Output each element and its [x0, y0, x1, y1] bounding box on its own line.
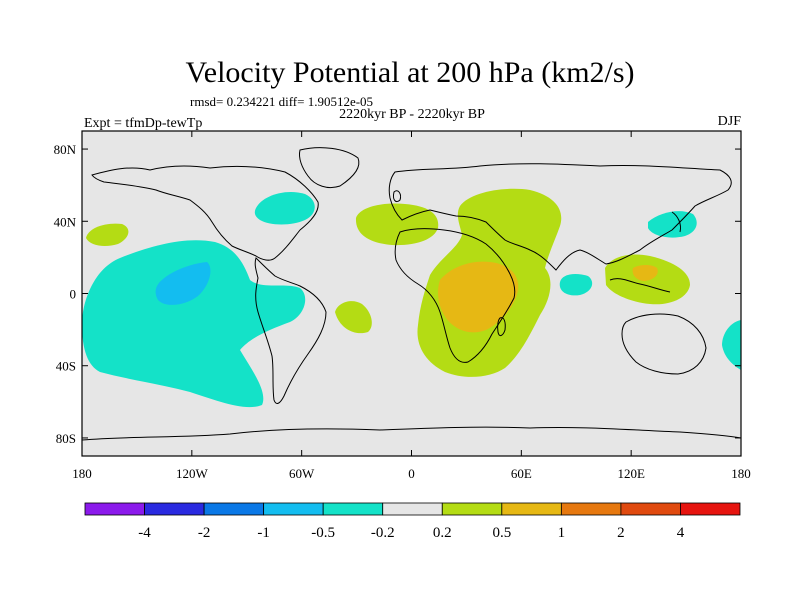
- x-tick-label: 180: [72, 466, 92, 481]
- region-africa-core: [438, 261, 519, 333]
- x-tick-label: 120E: [617, 466, 645, 481]
- colorbar-label: -1: [257, 525, 270, 541]
- region-north-america: [254, 191, 315, 225]
- center-label: 2220kyr BP - 2220kyr BP: [339, 107, 485, 122]
- colorbar-swatch-2: [203, 502, 265, 516]
- chart-title: Velocity Potential at 200 hPa (km2/s): [185, 56, 634, 89]
- region-pacific-core: [155, 262, 211, 305]
- left-label: Expt = tfmDp-tewTp: [84, 116, 202, 131]
- x-tick-label: 60W: [289, 466, 315, 481]
- stats-line: rmsd= 0.234221 diff= 1.90512e-05: [190, 94, 373, 109]
- colorbar-swatch-0: [84, 502, 145, 516]
- region-pacific-negative: [82, 240, 306, 408]
- axes: 180 120W 60W 0 60E 120E 180 80N 40N 0 40S 80S: [54, 131, 751, 481]
- x-tick-label: 120W: [176, 466, 209, 481]
- y-tick-label: 80S: [56, 431, 76, 446]
- region-north-pacific-positive: [86, 223, 129, 246]
- colorbar-label: 2: [617, 525, 625, 541]
- colorbar-label: 0.2: [433, 525, 452, 541]
- colorbar-swatch-4: [322, 502, 384, 516]
- right-label: DJF: [718, 114, 742, 129]
- region-maritime-core: [632, 265, 658, 281]
- x-tick-label: 60E: [511, 466, 532, 481]
- x-tick-label: 0: [408, 466, 415, 481]
- region-indian-ocean: [559, 274, 593, 296]
- colorbar-swatch-10: [680, 502, 741, 516]
- region-east-edge: [722, 320, 741, 370]
- colorbar-swatch-1: [144, 502, 205, 516]
- region-europe-positive: [355, 203, 439, 246]
- colorbar-label: -2: [198, 525, 211, 541]
- y-tick-label: 0: [70, 287, 77, 302]
- colorbar-label: 4: [677, 525, 685, 541]
- colorbar-swatch-6: [441, 502, 503, 516]
- colorbar-swatch-9: [620, 502, 681, 516]
- colorbar-swatch-3: [263, 502, 324, 516]
- y-tick-label: 40S: [56, 359, 76, 374]
- x-tick-label: 180: [731, 466, 751, 481]
- region-south-atlantic-positive: [335, 301, 372, 334]
- colorbar-label: -0.5: [311, 525, 335, 541]
- colorbar: -4 -2 -1 -0.5 -0.2 0.2 0.5 1 2 4: [84, 502, 741, 541]
- colorbar-label: -0.2: [371, 525, 395, 541]
- colorbar-label: 0.5: [492, 525, 511, 541]
- colorbar-swatch-8: [560, 502, 622, 516]
- colorbar-swatch-7: [501, 502, 562, 516]
- y-tick-label: 40N: [54, 214, 77, 229]
- colorbar-label: -4: [138, 525, 151, 541]
- colorbar-label: 1: [558, 525, 566, 541]
- colorbar-swatch-5: [382, 502, 443, 516]
- y-tick-label: 80N: [54, 142, 77, 157]
- coastlines: [82, 147, 741, 441]
